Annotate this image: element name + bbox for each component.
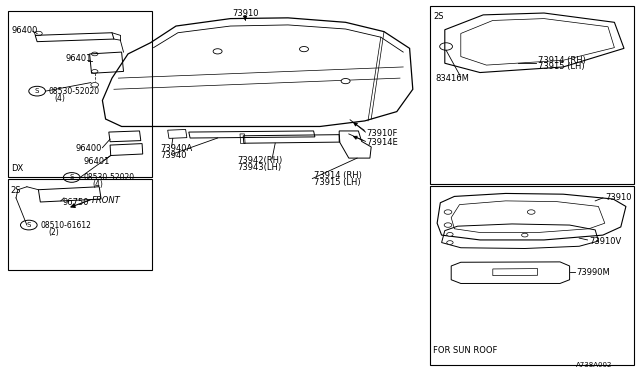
Text: (4): (4) <box>54 94 65 103</box>
Text: 73910: 73910 <box>232 9 259 18</box>
Text: 73915 (LH): 73915 (LH) <box>314 178 360 187</box>
Text: 73942(RH): 73942(RH) <box>237 156 282 165</box>
Text: 08530-52020: 08530-52020 <box>83 173 134 182</box>
Bar <box>8 179 152 270</box>
Text: 08530-52020: 08530-52020 <box>49 87 100 96</box>
Circle shape <box>444 210 452 214</box>
Text: A738A002: A738A002 <box>576 362 612 368</box>
Bar <box>8 11 152 177</box>
Circle shape <box>447 241 453 244</box>
Text: DX: DX <box>11 164 23 173</box>
Circle shape <box>527 210 535 214</box>
Text: (2): (2) <box>48 228 59 237</box>
Text: FRONT: FRONT <box>92 196 120 205</box>
Text: 73914 (RH): 73914 (RH) <box>314 171 362 180</box>
Circle shape <box>447 232 453 236</box>
Text: 73914E: 73914E <box>367 138 399 147</box>
Bar <box>430 6 634 184</box>
Text: 96750: 96750 <box>63 198 89 207</box>
Circle shape <box>522 233 528 237</box>
Text: S: S <box>35 88 39 94</box>
Text: 2S: 2S <box>11 186 21 195</box>
Text: 96401: 96401 <box>66 54 92 63</box>
Text: S: S <box>70 174 74 180</box>
Text: 08510-61612: 08510-61612 <box>40 221 91 230</box>
Text: 96401: 96401 <box>83 157 109 166</box>
Text: (4): (4) <box>93 180 104 189</box>
Text: 96400: 96400 <box>76 144 102 153</box>
Circle shape <box>213 49 222 54</box>
Text: 73910: 73910 <box>605 193 631 202</box>
Text: 2S: 2S <box>433 12 444 21</box>
Circle shape <box>444 223 452 227</box>
Bar <box>430 186 634 365</box>
Text: 83416M: 83416M <box>435 74 469 83</box>
Text: FOR SUN ROOF: FOR SUN ROOF <box>433 346 498 355</box>
Text: 73940A: 73940A <box>160 144 192 153</box>
Text: 73910F: 73910F <box>367 129 398 138</box>
Text: S: S <box>27 222 31 228</box>
Text: 73910V: 73910V <box>589 237 621 246</box>
Text: 73990M: 73990M <box>576 268 610 277</box>
Circle shape <box>300 46 308 52</box>
Circle shape <box>341 78 350 84</box>
Text: 73915 (LH): 73915 (LH) <box>538 62 584 71</box>
Text: 73940: 73940 <box>160 151 186 160</box>
Text: 73914 (RH): 73914 (RH) <box>538 56 586 65</box>
Text: 96400: 96400 <box>12 26 38 35</box>
Text: 73943(LH): 73943(LH) <box>237 163 281 172</box>
